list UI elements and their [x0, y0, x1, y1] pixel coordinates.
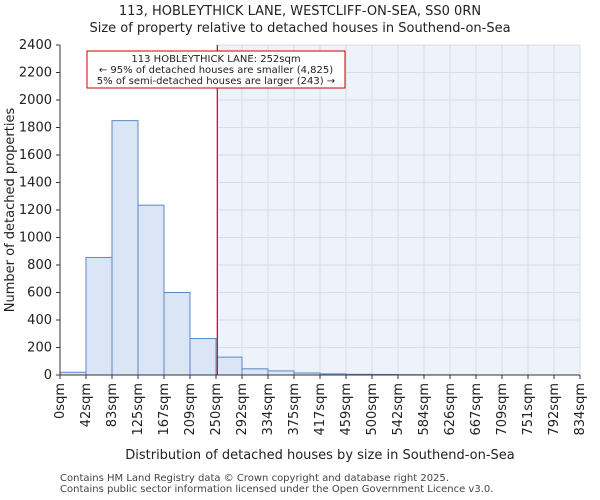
bar-250sqm	[215, 356, 243, 376]
y-tick-label-2000: 2000	[19, 93, 52, 108]
x-tick-label-83sqm: 83sqm	[105, 383, 120, 427]
annotation-box	[86, 50, 346, 89]
bar-83sqm	[111, 120, 139, 376]
y-tick-label-1200: 1200	[19, 203, 52, 218]
y-tick-label-800: 800	[27, 258, 52, 273]
y-tick-label-600: 600	[27, 286, 52, 301]
footer-line2: Contains public sector information licen…	[60, 484, 494, 495]
y-tick-label-1000: 1000	[19, 231, 52, 246]
bar-42sqm	[85, 256, 113, 376]
x-tick-label-417sqm: 417sqm	[313, 383, 328, 436]
y-tick-label-2400: 2400	[19, 38, 52, 53]
chart-title-line1: 113, HOBLEYTHICK LANE, WESTCLIFF-ON-SEA,…	[118, 4, 482, 19]
footer-line1: Contains HM Land Registry data © Crown c…	[60, 473, 449, 484]
annotation-line3: 5% of semi-detached houses are larger (2…	[97, 76, 335, 87]
y-axis-label: Number of detached properties	[3, 108, 18, 313]
bar-125sqm	[137, 204, 165, 376]
y-tick-label-0: 0	[44, 368, 52, 383]
y-tick-label-1600: 1600	[19, 148, 52, 163]
bar-209sqm	[189, 338, 217, 376]
x-tick-label-167sqm: 167sqm	[157, 383, 172, 436]
y-tick-label-400: 400	[27, 313, 52, 328]
bar-334sqm	[267, 370, 295, 376]
y-tick-label-200: 200	[27, 341, 52, 356]
x-tick-label-792sqm: 792sqm	[547, 383, 562, 436]
x-tick-label-0sqm: 0sqm	[53, 383, 68, 419]
x-tick-label-500sqm: 500sqm	[365, 383, 380, 436]
x-tick-label-667sqm: 667sqm	[469, 383, 484, 436]
x-tick-label-751sqm: 751sqm	[521, 383, 536, 436]
x-tick-label-42sqm: 42sqm	[79, 383, 94, 427]
y-tick-label-2200: 2200	[19, 66, 52, 81]
x-tick-label-709sqm: 709sqm	[495, 383, 510, 436]
x-tick-label-250sqm: 250sqm	[209, 383, 224, 436]
x-tick-label-459sqm: 459sqm	[339, 383, 354, 436]
x-tick-label-834sqm: 834sqm	[573, 383, 588, 436]
annotation-line2: ← 95% of detached houses are smaller (4,…	[99, 65, 333, 76]
y-tick-label-1400: 1400	[19, 176, 52, 191]
chart-title-line2: Size of property relative to detached ho…	[89, 21, 511, 36]
annotation-line1: 113 HOBLEYTHICK LANE: 252sqm	[131, 54, 300, 65]
x-tick-label-292sqm: 292sqm	[235, 383, 250, 436]
x-tick-label-542sqm: 542sqm	[391, 383, 406, 436]
x-tick-label-209sqm: 209sqm	[183, 383, 198, 436]
x-tick-label-626sqm: 626sqm	[443, 383, 458, 436]
x-tick-label-375sqm: 375sqm	[287, 383, 302, 436]
x-axis-label: Distribution of detached houses by size …	[125, 448, 515, 463]
x-tick-label-334sqm: 334sqm	[261, 383, 276, 436]
y-tick-label-1800: 1800	[19, 121, 52, 136]
x-tick-label-584sqm: 584sqm	[417, 383, 432, 436]
x-tick-label-125sqm: 125sqm	[131, 383, 146, 436]
bar-292sqm	[241, 368, 269, 376]
bar-167sqm	[163, 292, 191, 376]
